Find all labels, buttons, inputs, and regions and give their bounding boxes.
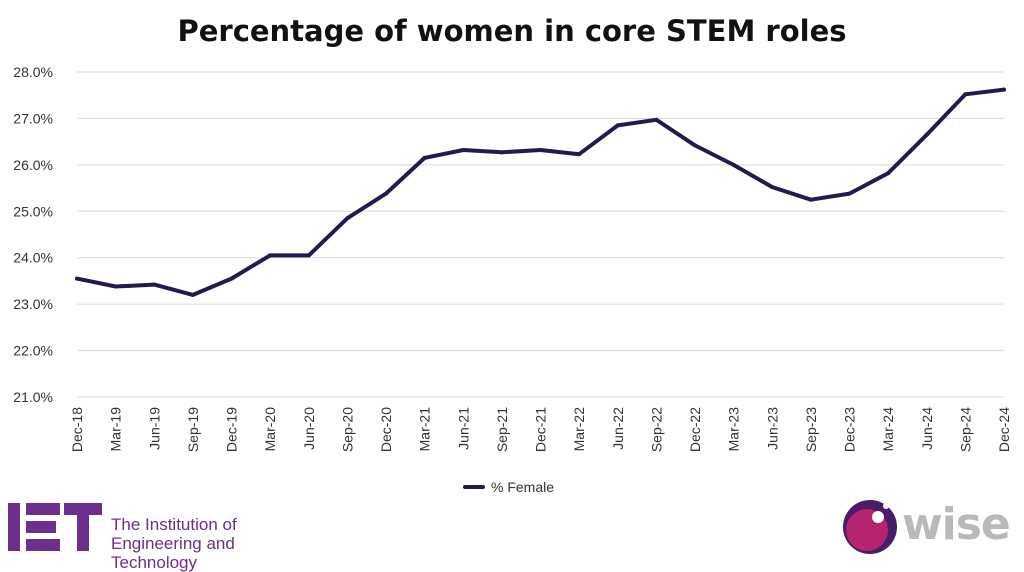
iet-logo: The Institution of Engineering and Techn…	[6, 497, 318, 572]
x-tick-label: Sep-23	[803, 407, 819, 452]
x-tick-label: Sep-24	[957, 407, 973, 452]
iet-name: The Institution of Engineering and Techn…	[111, 515, 318, 572]
series-line-female	[75, 87, 1006, 297]
line-chart: 21.0% 22.0% 23.0% 24.0% 25.0% 26.0% 27.0% 28.0%…	[13, 64, 1012, 452]
data-point	[654, 117, 659, 122]
x-tick-label: Sep-21	[494, 407, 510, 452]
legend: % Female	[463, 479, 554, 495]
iet-monogram-icon	[8, 503, 102, 551]
y-tick-label: 24.0%	[13, 250, 53, 266]
x-tick-label: Mar-20	[262, 407, 278, 452]
x-tick-label: Sep-19	[185, 407, 201, 452]
data-point	[499, 150, 504, 155]
data-point	[422, 155, 427, 160]
y-tick-label: 22.0%	[13, 343, 53, 359]
wise-logo: wise	[840, 497, 1020, 557]
data-point	[268, 253, 273, 258]
x-tick-label: Jun-19	[146, 407, 162, 450]
y-tick-label: 21.0%	[13, 389, 53, 405]
data-point	[924, 132, 929, 137]
iet-name-line1: The Institution of	[111, 515, 237, 534]
data-point	[538, 148, 543, 152]
legend-label: % Female	[491, 479, 555, 495]
wise-wordmark: wise	[902, 499, 1011, 550]
x-tick-label: Mar-24	[880, 407, 896, 452]
x-tick-label: Dec-22	[687, 407, 703, 452]
data-point	[345, 216, 350, 221]
data-point	[75, 276, 79, 281]
x-tick-label: Jun-20	[301, 407, 317, 450]
x-tick-label: Mar-21	[417, 407, 433, 452]
data-point	[190, 292, 195, 297]
x-tick-label: Mar-19	[108, 407, 124, 452]
y-axis: 21.0% 22.0% 23.0% 24.0% 25.0% 26.0% 27.0% 28.0%	[13, 64, 53, 405]
x-tick-label: Dec-23	[842, 407, 858, 452]
data-point	[847, 191, 852, 196]
data-point	[461, 148, 466, 152]
x-tick-label: Jun-23	[764, 407, 780, 450]
data-point	[306, 253, 311, 258]
y-tick-label: 23.0%	[13, 296, 53, 312]
x-tick-label: Dec-20	[378, 407, 394, 452]
x-tick-label: Mar-23	[726, 407, 742, 452]
data-point	[808, 197, 813, 202]
wise-emblem-icon	[843, 500, 897, 554]
x-tick-label: Dec-18	[69, 407, 85, 452]
x-tick-label: Dec-24	[996, 407, 1012, 452]
data-point	[577, 152, 582, 157]
data-point	[1002, 87, 1006, 92]
x-tick-label: Dec-19	[224, 407, 240, 452]
x-tick-label: Dec-21	[533, 407, 549, 452]
data-point	[152, 282, 157, 287]
gridlines	[77, 71, 1004, 398]
data-point	[886, 171, 891, 176]
x-axis: Dec-18 Mar-19 Jun-19 Sep-19 Dec-19 Mar-20 Jun-…	[69, 407, 1012, 452]
x-tick-label: Jun-24	[919, 407, 935, 450]
x-tick-label: Mar-22	[571, 407, 587, 452]
x-tick-label: Jun-21	[455, 407, 471, 450]
y-tick-label: 26.0%	[13, 157, 53, 173]
data-point	[693, 143, 697, 148]
y-tick-label: 28.0%	[13, 64, 53, 80]
iet-name-line2: Engineering and Technology	[111, 534, 235, 572]
x-tick-label: Sep-20	[339, 407, 355, 452]
data-point	[113, 284, 118, 289]
legend-swatch	[463, 485, 485, 489]
y-tick-label: 25.0%	[13, 203, 53, 219]
x-tick-label: Jun-22	[610, 407, 626, 450]
series-layer	[75, 87, 1006, 297]
x-tick-label: Sep-22	[648, 407, 664, 452]
data-point	[731, 162, 736, 167]
y-tick-label: 27.0%	[13, 110, 53, 126]
data-point	[384, 191, 388, 196]
data-point	[615, 123, 620, 128]
chart-title: Percentage of women in core STEM roles	[177, 14, 847, 48]
data-point	[770, 185, 775, 190]
data-point	[229, 276, 234, 281]
data-point	[963, 92, 968, 97]
